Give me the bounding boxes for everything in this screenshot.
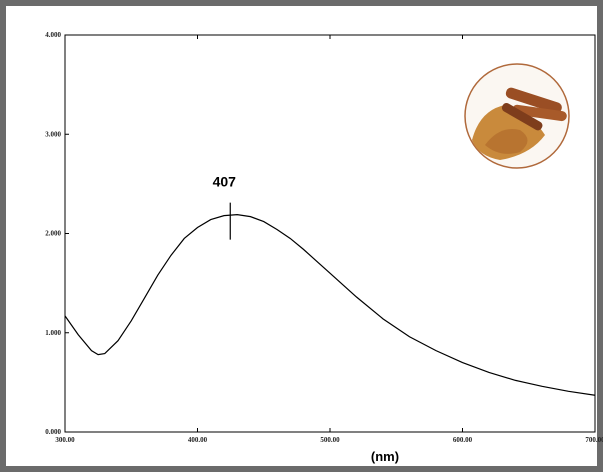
x-tick-label: 500.00 [320,436,340,444]
y-tick-label: 2.000 [45,230,61,238]
y-tick-label: 0.000 [45,428,61,436]
x-tick-label: 400.00 [188,436,208,444]
y-tick-label: 4.000 [45,31,61,39]
x-tick-label: 300.00 [55,436,75,444]
x-tick-label: 600.00 [453,436,473,444]
y-tick-label: 3.000 [45,130,61,138]
cinnamon-image [465,64,569,168]
x-axis-label: (nm) [371,449,399,464]
chart: (nm) 0.000 1.000 2.000 3.000 4.000 300.00 400.… [0,0,603,472]
peak-annotation: 407 [213,174,237,190]
x-tick-label: 700.00 [585,436,603,444]
y-tick-label: 1.000 [45,329,61,337]
